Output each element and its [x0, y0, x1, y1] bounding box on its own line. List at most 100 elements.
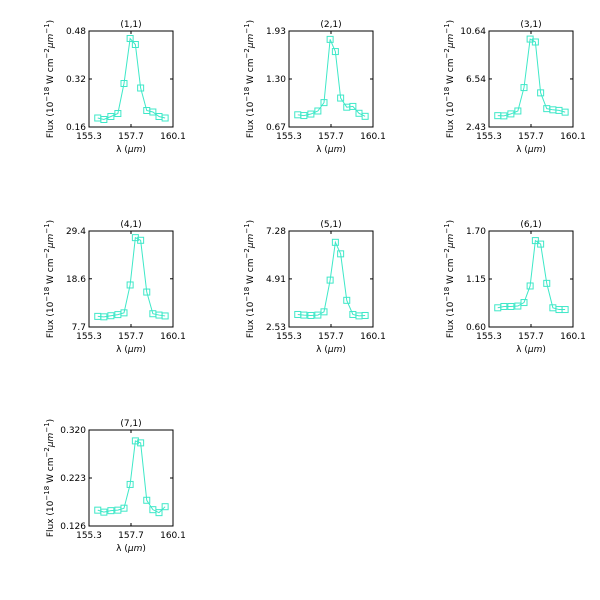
panel-title: (4,1) — [120, 220, 141, 230]
y-tick-label: 0.126 — [60, 522, 86, 532]
x-tick-label: 157.7 — [318, 132, 344, 142]
data-point — [526, 282, 534, 290]
data-point — [326, 276, 334, 284]
series-line — [97, 236, 166, 318]
data-point — [361, 112, 369, 120]
x-axis-label: λ (μm) — [316, 145, 346, 155]
y-tick-label: 4.91 — [266, 275, 286, 285]
x-tick-label: 155.3 — [276, 332, 302, 342]
x-tick-label: 160.1 — [560, 132, 586, 142]
data-point — [537, 240, 545, 248]
panel-title: (6,1) — [520, 220, 541, 230]
x-tick-label: 160.1 — [160, 332, 186, 342]
data-point — [161, 114, 169, 122]
data-point — [361, 311, 369, 319]
data-point — [131, 41, 139, 48]
panel-title: (5,1) — [320, 220, 341, 230]
y-tick-label: 0.48 — [66, 27, 86, 37]
x-axis-label: λ (μm) — [116, 345, 146, 355]
data-point — [107, 312, 115, 320]
data-point — [514, 107, 522, 115]
data-point — [543, 279, 551, 287]
y-axis-label: Flux (10−18 W cm−2μm−1) — [243, 220, 256, 338]
data-point — [331, 48, 339, 56]
data-point — [561, 306, 569, 314]
data-point — [120, 80, 128, 87]
x-axis-label: λ (μm) — [516, 345, 546, 355]
data-point — [143, 496, 151, 504]
y-tick-label: 18.6 — [66, 275, 86, 285]
data-point — [114, 110, 122, 117]
y-axis-label: Flux (10−18 W cm−2μm−1) — [243, 20, 256, 138]
y-axis-label: Flux (10−18 W cm−2μm−1) — [43, 419, 56, 537]
x-axis-label: λ (μm) — [516, 145, 546, 155]
x-tick-label: 155.3 — [476, 332, 502, 342]
data-point — [326, 35, 334, 43]
panel-6: (6,1) 155.3 157.7 160.1 0.60 1.15 1.70 λ (μm) Fl… — [443, 220, 586, 355]
x-tick-label: 155.3 — [476, 132, 502, 142]
panel-3: (3,1) 155.3 157.7 160.1 2.43 6.54 10.64 λ (μm) F… — [443, 20, 586, 155]
data-point — [137, 439, 145, 447]
x-tick-label: 160.1 — [160, 531, 186, 541]
data-point — [155, 509, 163, 517]
x-tick-label: 155.3 — [276, 132, 302, 142]
y-tick-label: 1.93 — [266, 27, 286, 37]
data-point — [507, 110, 515, 118]
panel-title: (2,1) — [320, 20, 341, 30]
data-point — [500, 302, 508, 310]
y-tick-label: 0.60 — [466, 323, 486, 333]
y-tick-label: 6.54 — [466, 75, 486, 85]
data-point — [131, 437, 139, 445]
data-point — [100, 116, 108, 123]
panel-title: (1,1) — [120, 20, 141, 30]
series-line — [497, 239, 566, 311]
data-point — [126, 281, 134, 289]
data-point — [561, 108, 569, 116]
data-point — [161, 312, 169, 320]
data-point — [126, 480, 134, 488]
data-point — [331, 238, 339, 246]
y-axis-label: Flux (10−18 W cm−2μm−1) — [43, 220, 56, 338]
data-point — [507, 302, 515, 310]
data-point — [107, 113, 115, 120]
data-point — [120, 309, 128, 317]
panel-title: (3,1) — [520, 20, 541, 30]
y-tick-label: 0.32 — [66, 75, 86, 85]
y-tick-label: 0.223 — [60, 474, 86, 484]
data-point — [531, 38, 539, 46]
data-point — [320, 308, 328, 316]
x-tick-label: 157.7 — [518, 332, 544, 342]
x-axis-label: λ (μm) — [116, 145, 146, 155]
x-tick-label: 157.7 — [118, 531, 144, 541]
data-point — [314, 107, 322, 115]
x-tick-label: 157.7 — [118, 132, 144, 142]
y-tick-label: 1.70 — [466, 227, 486, 237]
y-tick-label: 2.43 — [466, 123, 486, 133]
data-point — [161, 503, 169, 511]
data-point — [307, 110, 315, 118]
x-axis-label: λ (μm) — [316, 345, 346, 355]
data-point — [343, 296, 351, 304]
y-tick-label: 29.4 — [66, 227, 86, 237]
y-tick-label: 2.53 — [266, 323, 286, 333]
data-point — [337, 94, 345, 102]
data-point — [120, 504, 128, 512]
series-line — [97, 440, 166, 514]
y-tick-label: 1.30 — [266, 75, 286, 85]
data-point — [307, 311, 315, 319]
data-point — [100, 313, 108, 321]
y-tick-label: 0.320 — [60, 426, 86, 436]
y-axis-label: Flux (10−18 W cm−2μm−1) — [43, 20, 56, 138]
x-tick-label: 155.3 — [76, 531, 102, 541]
x-tick-label: 160.1 — [160, 132, 186, 142]
data-point — [143, 288, 151, 296]
data-point — [149, 108, 157, 116]
y-tick-label: 1.15 — [466, 275, 486, 285]
panel-2: (2,1) 155.3 157.7 160.1 0.67 1.30 1.93 λ (μm) Fl… — [243, 20, 386, 155]
x-tick-label: 160.1 — [360, 132, 386, 142]
panel-7: (7,1) 155.3 157.7 160.1 0.126 0.223 0.320 λ (μm… — [43, 419, 186, 554]
panel-4: (4,1) 155.3 157.7 160.1 7.7 18.6 29.4 λ (μm) Flu… — [43, 220, 186, 355]
y-tick-label: 7.7 — [72, 323, 86, 333]
data-point — [349, 102, 357, 110]
